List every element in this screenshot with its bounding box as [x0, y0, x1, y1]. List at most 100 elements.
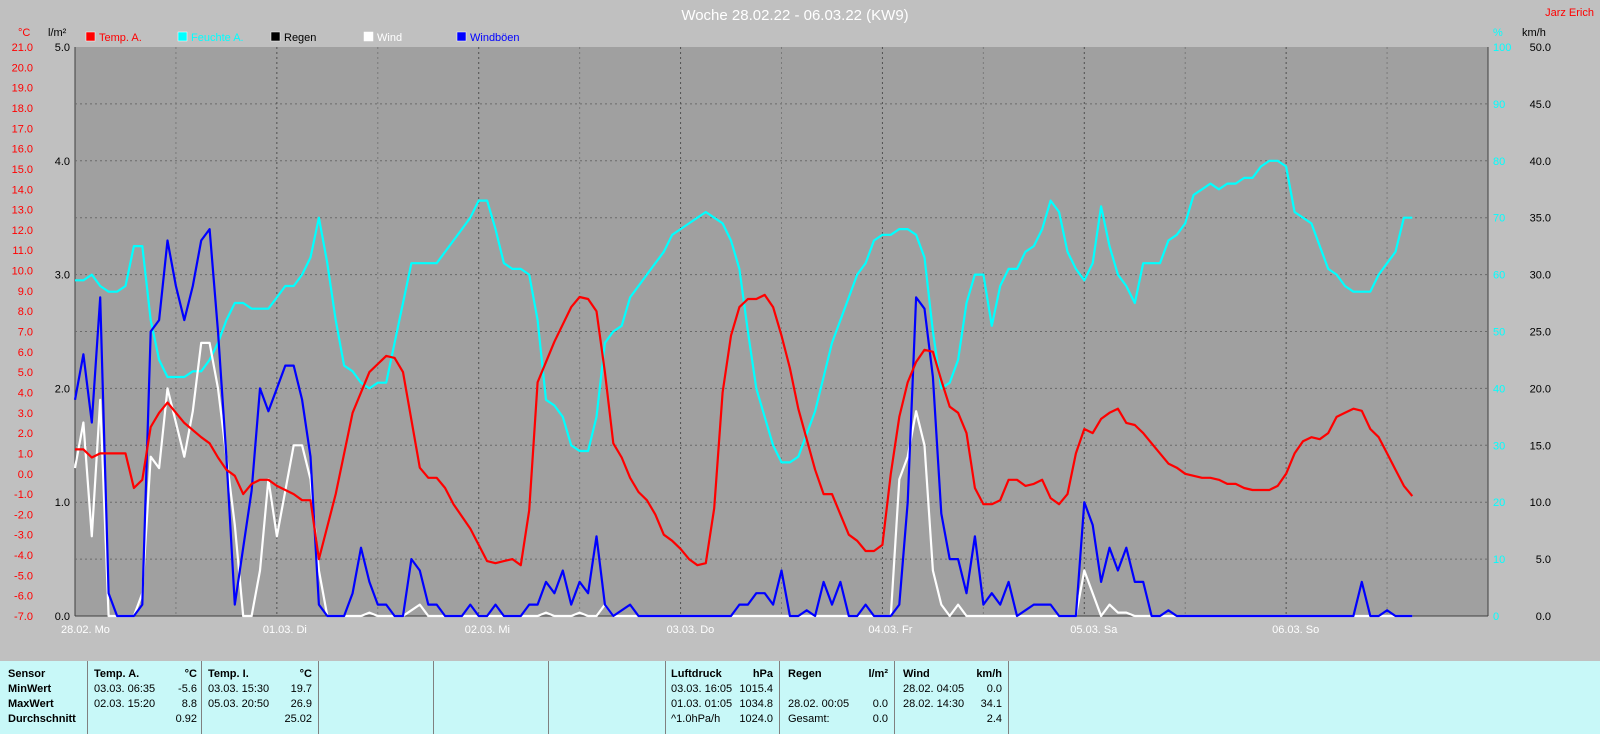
humidity-tick-label: 0: [1493, 611, 1499, 623]
temp-tick-label: -5.0: [14, 570, 33, 582]
wind-tick-label: 45.0: [1530, 99, 1551, 111]
wind-tick-label: 15.0: [1530, 440, 1551, 452]
wind-tick-label: 20.0: [1530, 383, 1551, 395]
humidity-tick-label: 30: [1493, 440, 1505, 452]
wind-unit-label: km/h: [1522, 27, 1546, 39]
series-line-feuchte-a: [75, 159, 1413, 464]
wind-tick-label: 25.0: [1530, 327, 1551, 339]
temp-tick-label: 16.0: [12, 144, 33, 156]
stats-wind-max-value: 34.1: [980, 698, 1002, 710]
stats-temp-a-unit: °C: [184, 668, 197, 680]
humidity-tick-label: 40: [1493, 383, 1505, 395]
temp-tick-label: 18.0: [12, 103, 33, 115]
stats-sensor-column: Sensor MinWert MaxWert Durchschnitt: [0, 661, 86, 734]
stats-temp-i-head: Temp. I.: [208, 668, 249, 680]
stats-pressure-min-time: 03.03. 16:05: [671, 683, 733, 695]
legend-swatch: [363, 31, 374, 42]
stats-empty-column-3: [548, 661, 665, 734]
wind-tick-label: 40.0: [1530, 156, 1551, 168]
legend-swatch: [456, 31, 467, 42]
stats-pressure-head: Luftdruck: [671, 668, 722, 680]
humidity-tick-label: 60: [1493, 270, 1505, 282]
stats-pressure-column: Luftdruck hPa 03.03. 16:05 1015.4 01.03. 0…: [665, 661, 779, 734]
stats-avg-label: Durchschnitt: [8, 713, 76, 725]
stats-empty-column-1: [318, 661, 433, 734]
statistics-panel: Sensor MinWert MaxWert Durchschnitt Temp…: [0, 661, 1600, 734]
temp-tick-label: 20.0: [12, 62, 33, 74]
wind-tick-label: 35.0: [1530, 213, 1551, 225]
stats-empty-column-4: [1008, 661, 1600, 734]
humidity-tick-label: 50: [1493, 327, 1505, 339]
humidity-tick-label: 20: [1493, 497, 1505, 509]
temp-tick-label: 9.0: [18, 286, 33, 298]
stats-pressure-unit: hPa: [752, 668, 773, 680]
x-tick-label: 02.03. Mi: [465, 624, 510, 636]
legend-swatch: [270, 31, 281, 42]
stats-wind-unit: km/h: [976, 668, 1002, 680]
stats-pressure-max-value: 1034.8: [739, 698, 773, 710]
legend-label: Feuchte A.: [191, 32, 244, 44]
temp-tick-label: 2.0: [18, 428, 33, 440]
temp-tick-label: -6.0: [14, 591, 33, 603]
temp-tick-label: -3.0: [14, 530, 33, 542]
stats-temp-i-max-value: 26.9: [290, 698, 312, 710]
stats-wind-column: Wind km/h 28.02. 04:05 0.0 28.02. 14:30 34.…: [894, 661, 1008, 734]
stats-rain-max-time: 28.02. 00:05: [788, 698, 850, 710]
x-tick-label: 06.03. So: [1272, 624, 1319, 636]
temp-tick-label: 4.0: [18, 387, 33, 399]
x-tick-label: 04.03. Fr: [868, 624, 912, 636]
author-label: Jarz Erich: [1545, 7, 1594, 19]
stats-temp-i-avg-value: 25.02: [284, 713, 312, 725]
wind-tick-label: 30.0: [1530, 270, 1551, 282]
stats-temp-i-unit: °C: [299, 668, 312, 680]
humidity-tick-label: 10: [1493, 554, 1505, 566]
temp-tick-label: 13.0: [12, 205, 33, 217]
stats-wind-min-time: 28.02. 04:05: [903, 683, 965, 695]
temp-tick-label: -2.0: [14, 509, 33, 521]
x-tick-label: 28.02. Mo: [61, 624, 110, 636]
temp-tick-label: 19.0: [12, 83, 33, 95]
rain-tick-label: 5.0: [55, 42, 70, 54]
stats-pressure-trend: ^1.0hPa/h: [671, 713, 721, 725]
stats-temp-i-min-value: 19.7: [290, 683, 312, 695]
stats-rain-total-value: 0.0: [872, 713, 888, 725]
humidity-tick-label: 80: [1493, 156, 1505, 168]
temp-tick-label: 15.0: [12, 164, 33, 176]
temp-tick-label: 8.0: [18, 306, 33, 318]
stats-wind-avg-value: 2.4: [986, 713, 1002, 725]
chart-title: Woche 28.02.22 - 06.03.22 (KW9): [681, 7, 908, 24]
legend-swatch: [177, 31, 188, 42]
stats-wind-head: Wind: [903, 668, 930, 680]
temp-tick-label: -7.0: [14, 611, 33, 623]
temp-tick-label: -4.0: [14, 550, 33, 562]
stats-temp-a-avg-value: 0.92: [175, 713, 197, 725]
legend-label: Regen: [284, 32, 316, 44]
weather-chart: -7.0 -6.0 -5.0 -4.0 -3.0 -2.0 -1.0 0.0 1.0 2.0 3.0…: [11, 7, 1594, 636]
stats-wind-min-value: 0.0: [986, 683, 1002, 695]
x-tick-label: 01.03. Di: [263, 624, 307, 636]
stats-rain-max-value: 0.0: [872, 698, 888, 710]
rain-tick-label: 1.0: [55, 497, 70, 509]
rain-unit-label: l/m²: [48, 27, 67, 39]
stats-rain-unit: l/m²: [868, 668, 888, 680]
stats-sensor-head: Sensor: [8, 668, 46, 680]
wind-tick-label: 10.0: [1530, 497, 1551, 509]
x-tick-label: 05.03. Sa: [1070, 624, 1118, 636]
temp-tick-label: 7.0: [18, 327, 33, 339]
stats-temp-a-max-value: 8.8: [181, 698, 197, 710]
stats-pressure-min-value: 1015.4: [739, 683, 773, 695]
stats-temp-a-min-value: -5.6: [178, 683, 197, 695]
legend-label: Windböen: [470, 32, 520, 44]
temp-tick-label: 5.0: [18, 367, 33, 379]
rain-tick-label: 0.0: [55, 611, 70, 623]
temp-tick-label: 1.0: [18, 448, 33, 460]
stats-max-label: MaxWert: [8, 698, 54, 710]
series-line-windb-en: [73, 228, 1413, 618]
humidity-tick-label: 100: [1493, 42, 1511, 54]
stats-temp-a-min-time: 03.03. 06:35: [94, 683, 156, 695]
temp-tick-label: 10.0: [12, 266, 33, 278]
humidity-unit-label: %: [1493, 27, 1503, 39]
stats-rain-head: Regen: [788, 668, 822, 680]
stats-rain-total-label: Gesamt:: [788, 713, 830, 725]
stats-temp-i-min-time: 03.03. 15:30: [208, 683, 270, 695]
